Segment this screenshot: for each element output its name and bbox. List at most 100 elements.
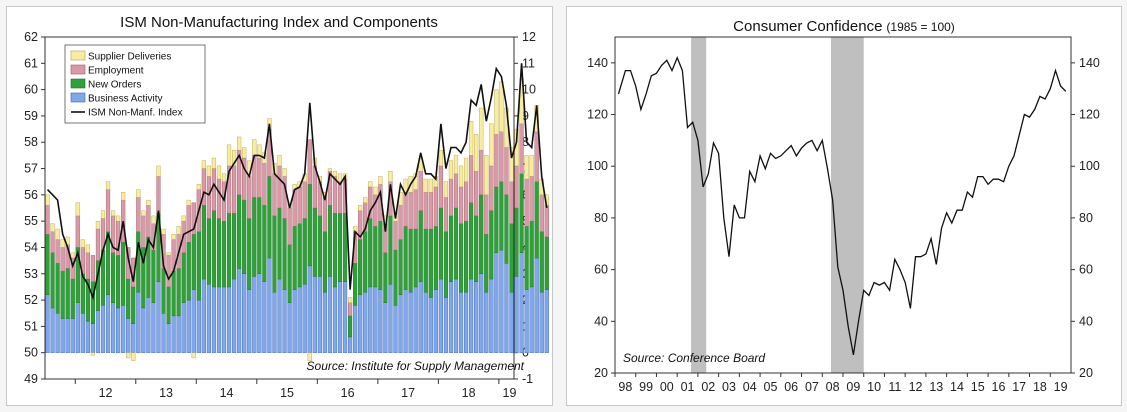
bar-business-activity bbox=[50, 307, 55, 353]
bar-business-activity bbox=[327, 276, 333, 353]
bar-business-activity bbox=[221, 286, 227, 353]
y-tick-label-left: 59 bbox=[24, 109, 38, 123]
bar-supplier-deliveries bbox=[141, 210, 146, 217]
bar-supplier-deliveries bbox=[60, 239, 65, 248]
bar-business-activity bbox=[509, 291, 514, 353]
bar-supplier-deliveries bbox=[156, 165, 161, 177]
bar-new-orders bbox=[529, 220, 534, 288]
bar-business-activity bbox=[75, 302, 80, 353]
bar-business-activity bbox=[438, 278, 443, 353]
bar-new-orders bbox=[247, 218, 252, 290]
bar-employment bbox=[60, 247, 65, 272]
bar-new-orders bbox=[358, 239, 363, 296]
bar-supplier-deliveries bbox=[176, 226, 181, 235]
bar-business-activity bbox=[70, 318, 75, 353]
chart-title-main: Consumer Confidence bbox=[733, 18, 882, 35]
x-tick-label: 17 bbox=[1012, 380, 1026, 394]
bar-new-orders bbox=[519, 173, 524, 253]
plot-frame bbox=[44, 36, 515, 380]
bar-employment bbox=[509, 181, 514, 224]
bar-business-activity bbox=[105, 294, 111, 353]
bar-employment bbox=[302, 181, 307, 219]
bar-new-orders bbox=[363, 231, 368, 293]
bar-supplier-deliveries bbox=[126, 352, 131, 359]
bar-supplier-deliveries bbox=[363, 197, 368, 203]
bar-new-orders bbox=[232, 213, 237, 280]
y-tick-label-right: 11 bbox=[522, 56, 535, 70]
bar-supplier-deliveries bbox=[85, 244, 90, 253]
bar-business-activity bbox=[539, 291, 544, 353]
bar-supplier-deliveries bbox=[232, 149, 237, 167]
bar-supplier-deliveries bbox=[469, 120, 474, 156]
bar-business-activity bbox=[237, 268, 242, 353]
bar-business-activity bbox=[267, 257, 272, 353]
bar-business-activity bbox=[161, 313, 166, 353]
bar-business-activity bbox=[312, 276, 317, 353]
bar-employment bbox=[146, 205, 151, 238]
bar-new-orders bbox=[206, 218, 211, 285]
bar-new-orders bbox=[166, 286, 171, 324]
y-tick-label-left: 52 bbox=[24, 293, 38, 307]
bar-supplier-deliveries bbox=[45, 194, 50, 206]
bar-employment bbox=[50, 231, 55, 253]
bar-supplier-deliveries bbox=[206, 165, 211, 177]
bar-new-orders bbox=[267, 176, 272, 259]
bar-supplier-deliveries bbox=[282, 168, 287, 177]
legend: Supplier Deliveries Employment New Orders B… bbox=[64, 44, 206, 124]
bar-supplier-deliveries bbox=[100, 210, 106, 219]
bar-employment bbox=[494, 134, 499, 188]
bar-new-orders bbox=[337, 213, 343, 282]
bar-business-activity bbox=[146, 297, 151, 353]
x-tick-label: 10 bbox=[867, 380, 881, 394]
bar-supplier-deliveries bbox=[438, 149, 443, 167]
x-tick-label: 01 bbox=[681, 380, 695, 394]
bar-supplier-deliveries bbox=[237, 136, 242, 151]
bar-employment bbox=[206, 176, 211, 219]
bar-new-orders bbox=[413, 228, 418, 288]
bar-employment bbox=[247, 176, 252, 219]
bar-new-orders bbox=[514, 207, 519, 277]
source-note: Source: Institute for Supply Management bbox=[307, 359, 525, 373]
bar-new-orders bbox=[408, 228, 413, 293]
bar-new-orders bbox=[252, 197, 257, 277]
bar-business-activity bbox=[206, 284, 211, 353]
bar-business-activity bbox=[383, 302, 388, 353]
bar-employment bbox=[438, 165, 443, 209]
bar-new-orders bbox=[438, 207, 443, 280]
bar-new-orders bbox=[65, 268, 70, 319]
bar-business-activity bbox=[403, 289, 408, 353]
y-tick-label-right: 60 bbox=[1079, 263, 1093, 277]
chart-panel-ism: ISM Non-Manufacturing Index and Componen… bbox=[6, 6, 553, 406]
bar-employment bbox=[136, 197, 141, 232]
bar-employment bbox=[156, 176, 161, 214]
bar-supplier-deliveries bbox=[479, 107, 484, 151]
bar-business-activity bbox=[110, 302, 116, 353]
y-tick-label-right: 120 bbox=[1079, 108, 1100, 122]
bar-supplier-deliveries bbox=[75, 202, 80, 217]
bar-business-activity bbox=[95, 310, 101, 353]
bar-employment bbox=[322, 197, 327, 232]
bar-new-orders bbox=[524, 226, 529, 290]
bar-business-activity bbox=[368, 286, 373, 353]
bar-business-activity bbox=[484, 291, 489, 353]
x-tick-label: 08 bbox=[826, 380, 840, 394]
x-tick-label: 98 bbox=[618, 380, 632, 394]
bar-employment bbox=[90, 255, 95, 282]
bar-business-activity bbox=[464, 291, 469, 353]
chart-title: ISM Non-Manufacturing Index and Componen… bbox=[120, 14, 438, 31]
bar-supplier-deliveries bbox=[337, 173, 343, 182]
bar-business-activity bbox=[226, 286, 232, 353]
bar-employment bbox=[307, 139, 312, 185]
bar-business-activity bbox=[342, 281, 348, 353]
y-tick-label-left: 80 bbox=[594, 211, 608, 225]
y-tick-label-right: 8 bbox=[522, 135, 529, 149]
legend-swatch bbox=[70, 78, 86, 89]
bar-new-orders bbox=[226, 213, 232, 288]
bar-new-orders bbox=[181, 252, 186, 303]
y-tick-label-right: 40 bbox=[1079, 314, 1093, 328]
bar-business-activity bbox=[499, 249, 504, 353]
y-tick-label-left: 56 bbox=[24, 188, 38, 202]
bar-supplier-deliveries bbox=[524, 155, 529, 180]
bar-new-orders bbox=[237, 194, 242, 269]
bar-supplier-deliveries bbox=[474, 134, 479, 172]
